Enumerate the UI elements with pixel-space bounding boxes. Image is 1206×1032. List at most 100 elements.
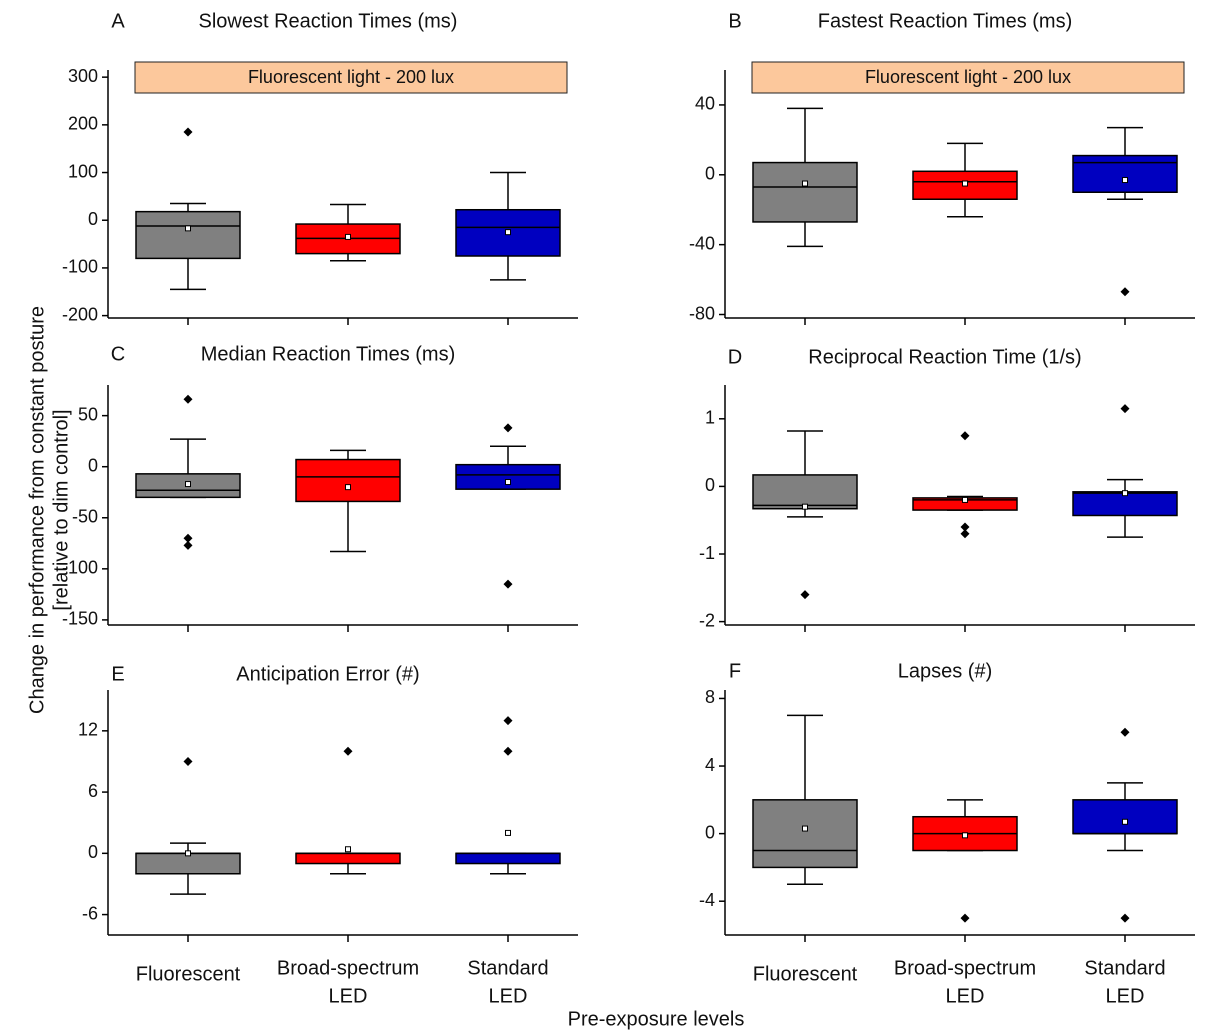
mean (505, 479, 511, 486)
x-tick-label: LED (1106, 985, 1145, 1007)
y-tick-label: 40 (695, 94, 715, 114)
box (1072, 799, 1178, 835)
panel-letter: A (111, 10, 125, 32)
mean (505, 229, 511, 236)
mean (345, 484, 351, 491)
outlier (960, 522, 970, 532)
mean (505, 829, 511, 836)
x-tick-label: Fluorescent (753, 963, 858, 985)
box (135, 210, 241, 260)
y-axis-label: Change in performance from constant post… (26, 306, 48, 714)
panel-title: Anticipation Error (#) (236, 663, 419, 685)
outlier (503, 746, 513, 756)
x-tick-label: Standard (1084, 957, 1165, 979)
mean (345, 233, 351, 240)
panel-title: Fastest Reaction Times (ms) (818, 10, 1073, 32)
outlier (183, 756, 193, 766)
panel-letter: B (728, 10, 741, 32)
panel-title: Lapses (#) (898, 660, 993, 682)
mean (185, 481, 191, 488)
panel-title: Reciprocal Reaction Time (1/s) (808, 346, 1081, 368)
mean (962, 832, 968, 839)
box (135, 852, 241, 875)
y-tick-label: 0 (88, 842, 98, 862)
y-tick-label: -100 (62, 257, 98, 277)
y-tick-label: 0 (705, 475, 715, 495)
box (752, 161, 858, 223)
y-tick-label: 12 (78, 720, 98, 740)
outlier (343, 746, 353, 756)
outlier (960, 431, 970, 441)
outlier (183, 533, 193, 543)
mean (802, 503, 808, 510)
y-tick-label: 0 (705, 164, 715, 184)
outlier (1120, 404, 1130, 414)
y-tick-label: -4 (699, 890, 715, 910)
x-tick-label: Broad-spectrum (277, 957, 419, 979)
y-tick-label: -40 (689, 233, 715, 253)
y-tick-label: -80 (689, 303, 715, 323)
outlier (960, 529, 970, 539)
annotation-box (134, 61, 568, 94)
y-tick-label: -150 (62, 609, 98, 629)
mean (1122, 177, 1128, 184)
mean (802, 825, 808, 832)
y-tick-label: 200 (68, 114, 98, 134)
y-axis-label: [relative to dim control] (50, 409, 72, 610)
outlier (800, 590, 810, 600)
y-tick-label: 100 (68, 161, 98, 181)
outlier (503, 423, 513, 433)
annotation: Fluorescent light - 200 lux (248, 67, 454, 87)
box (752, 799, 858, 869)
mean (185, 850, 191, 857)
x-axis-label: Pre-exposure levels (568, 1008, 745, 1030)
mean (962, 180, 968, 187)
panel-letter: E (111, 663, 124, 685)
panel-title: Slowest Reaction Times (ms) (199, 10, 458, 32)
panel-title: Median Reaction Times (ms) (201, 343, 456, 365)
outlier (183, 127, 193, 137)
box (455, 852, 561, 865)
mean (1122, 490, 1128, 497)
outlier (503, 579, 513, 589)
panel-letter: D (728, 346, 742, 368)
box (455, 463, 561, 490)
mean (802, 180, 808, 187)
y-tick-label: -6 (82, 903, 98, 923)
x-tick-label: Broad-spectrum (894, 957, 1036, 979)
y-tick-label: 300 (68, 66, 98, 86)
y-tick-label: 0 (705, 822, 715, 842)
y-tick-label: -200 (62, 304, 98, 324)
y-tick-label: 4 (705, 755, 715, 775)
annotation-box (751, 61, 1185, 94)
outlier (183, 540, 193, 550)
box (1072, 154, 1178, 194)
y-tick-label: 50 (78, 404, 98, 424)
outlier (960, 913, 970, 923)
y-tick-label: 8 (705, 687, 715, 707)
y-tick-label: 6 (88, 781, 98, 801)
x-tick-label: Standard (467, 957, 548, 979)
y-tick-label: 0 (88, 455, 98, 475)
mean (962, 496, 968, 503)
outlier (1120, 287, 1130, 297)
box (295, 852, 401, 865)
y-tick-label: -2 (699, 610, 715, 630)
annotation: Fluorescent light - 200 lux (865, 67, 1071, 87)
x-tick-label: LED (489, 985, 528, 1007)
x-tick-label: Fluorescent (136, 963, 241, 985)
y-tick-label: 1 (705, 408, 715, 428)
box (752, 474, 858, 510)
mean (345, 846, 351, 853)
outlier (503, 716, 513, 726)
y-tick-label: -1 (699, 543, 715, 563)
mean (1122, 818, 1128, 825)
y-tick-label: -100 (62, 558, 98, 578)
x-tick-label: LED (946, 985, 985, 1007)
outlier (183, 394, 193, 404)
mean (185, 225, 191, 232)
panel-letter: C (111, 343, 125, 365)
y-tick-label: 0 (88, 209, 98, 229)
outlier (1120, 913, 1130, 923)
x-tick-label: LED (329, 985, 368, 1007)
